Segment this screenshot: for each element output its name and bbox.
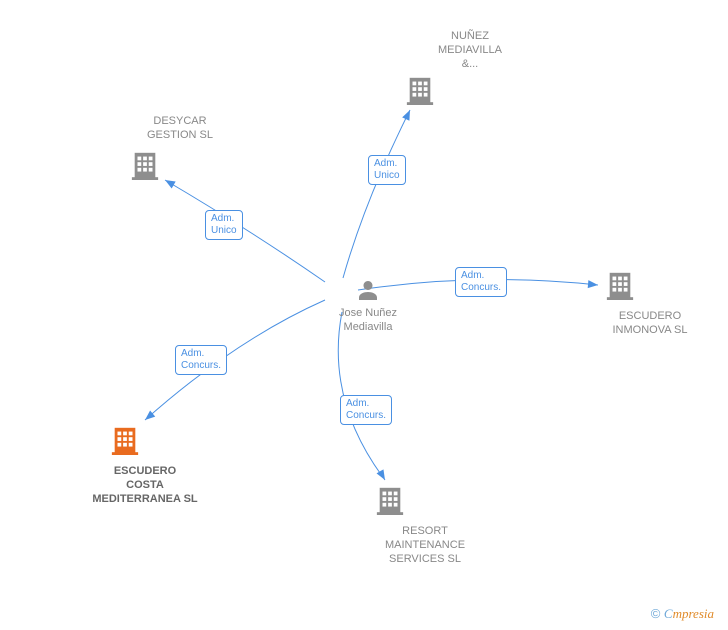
arrowhead-icon: [402, 108, 413, 120]
brand-initial: C: [664, 606, 673, 621]
building-icon: [130, 150, 160, 180]
building-icon: [110, 425, 140, 455]
building-icon: [405, 75, 435, 105]
center-person-label: Jose Nuñez Mediavilla: [323, 307, 413, 335]
company-label: RESORT MAINTENANCE SERVICES SL: [355, 525, 495, 566]
company-node-escudero-inmonova[interactable]: ESCUDERO INMONOVA SL: [580, 310, 720, 338]
edge-label-escudero-costa: Adm. Concurs.: [175, 345, 227, 375]
diagram-canvas: Jose Nuñez Mediavilla NUÑEZ MEDIAVILLA &…: [0, 0, 728, 630]
company-node-escudero-costa[interactable]: ESCUDERO COSTA MEDITERRANEA SL: [75, 465, 215, 506]
brand-text: mpresia: [673, 606, 714, 621]
edge-escudero-costa: [145, 300, 325, 420]
company-label: DESYCAR GESTION SL: [110, 115, 250, 143]
company-label: ESCUDERO COSTA MEDITERRANEA SL: [75, 465, 215, 506]
arrowhead-icon: [588, 280, 599, 289]
person-icon: [356, 278, 380, 302]
watermark: © Cmpresia: [651, 606, 714, 622]
company-label: ESCUDERO INMONOVA SL: [580, 310, 720, 338]
company-node-desycar[interactable]: DESYCAR GESTION SL: [110, 115, 250, 143]
building-icon: [375, 485, 405, 515]
company-node-nunez-mediavilla[interactable]: NUÑEZ MEDIAVILLA &...: [400, 30, 540, 71]
arrowhead-icon: [163, 177, 176, 189]
edge-desycar: [165, 180, 325, 282]
copyright-symbol: ©: [651, 606, 661, 621]
edge-label-nunez-mediavilla: Adm. Unico: [368, 155, 406, 185]
center-person-node[interactable]: Jose Nuñez Mediavilla: [323, 278, 413, 335]
company-label: NUÑEZ MEDIAVILLA &...: [400, 30, 540, 71]
edge-label-escudero-inmonova: Adm. Concurs.: [455, 267, 507, 297]
company-node-resort[interactable]: RESORT MAINTENANCE SERVICES SL: [355, 525, 495, 566]
edge-label-desycar: Adm. Unico: [205, 210, 243, 240]
edge-label-resort: Adm. Concurs.: [340, 395, 392, 425]
edge-nunez-mediavilla: [343, 110, 410, 278]
building-icon: [605, 270, 635, 300]
